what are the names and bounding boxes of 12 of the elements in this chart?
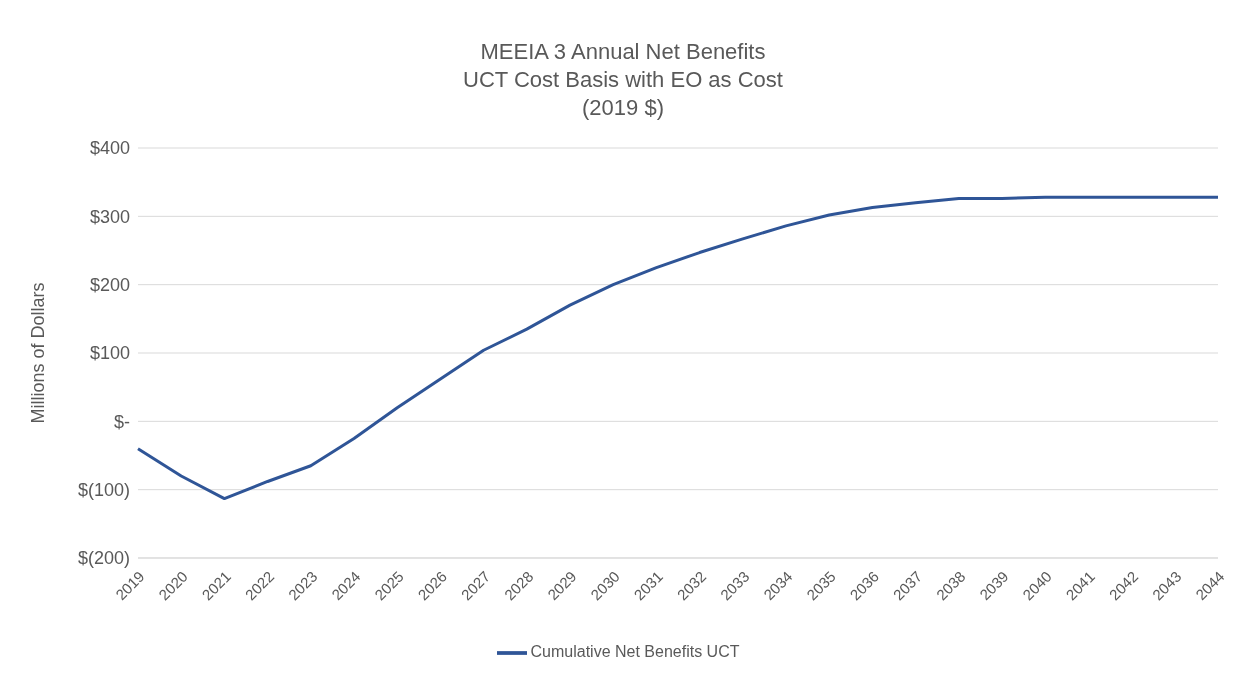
y-tick-label: $(200)	[77, 548, 130, 569]
y-tick-label: $200	[89, 275, 130, 296]
y-axis-title: Millions of Dollars	[28, 282, 49, 424]
chart-title: MEEIA 3 Annual Net Benefits	[479, 38, 767, 66]
y-tick-label: $400	[89, 138, 130, 159]
y-tick-label: $-	[113, 411, 130, 432]
y-tick-label: $300	[89, 206, 130, 227]
y-tick-label: $(100)	[77, 480, 130, 501]
y-tick-label: $100	[89, 343, 130, 364]
legend-label: Cumulative Net Benefits UCT	[530, 643, 740, 661]
line-series	[136, 195, 1220, 501]
chart-subtitle: UCT Cost Basis with EO as Cost (2019 $)	[462, 66, 784, 122]
